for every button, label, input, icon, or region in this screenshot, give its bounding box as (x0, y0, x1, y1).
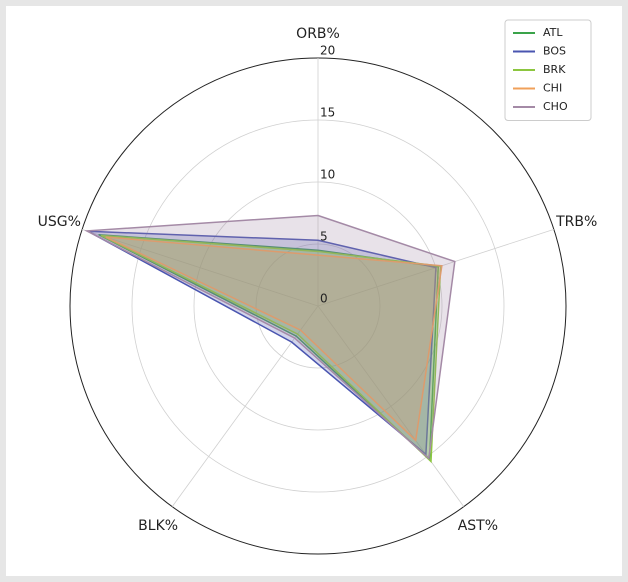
axis-label: USG% (38, 214, 81, 230)
axis-label: BLK% (138, 518, 178, 534)
radar-area (84, 214, 456, 460)
radial-tick-label: 0 (320, 292, 328, 306)
legend-label: BOS (543, 45, 566, 58)
legend-label: ATL (543, 26, 563, 39)
radial-tick-label: 5 (320, 230, 328, 244)
legend-label: BRK (543, 63, 566, 76)
radial-tick-label: 15 (320, 106, 335, 120)
spoke (82, 228, 319, 307)
legend-label: CHO (543, 100, 568, 113)
spoke (317, 305, 465, 507)
radar-area (105, 236, 443, 442)
legend-label: CHI (543, 82, 562, 95)
axis-label: ORB% (296, 26, 340, 42)
radial-tick-label: 20 (320, 44, 335, 58)
legend: ATL BOS BRK CHI CHO (504, 19, 592, 121)
spoke (171, 305, 319, 507)
axis-label: TRB% (555, 214, 597, 230)
legend-box (504, 19, 592, 121)
radial-tick-label: 10 (320, 168, 335, 182)
axis-label: AST% (458, 518, 498, 534)
